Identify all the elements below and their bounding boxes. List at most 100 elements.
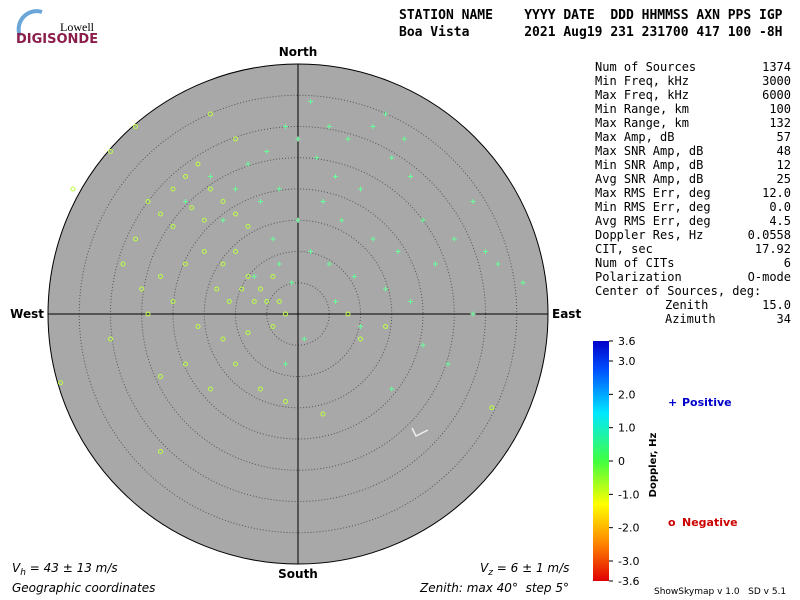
colorbar-tick-label: -1.0 [618, 488, 639, 501]
negative-point [195, 324, 201, 329]
positive-point [495, 261, 501, 267]
positive-point [220, 217, 226, 223]
stat-value: 100 [769, 102, 791, 116]
positive-point [245, 161, 251, 167]
positive-point [333, 299, 338, 304]
stat-value: O-mode [748, 270, 791, 284]
negative-point [201, 249, 207, 254]
negative-point [58, 380, 63, 386]
positive-point [433, 261, 438, 267]
positive-point [339, 217, 345, 223]
colorbar-tick-label: -3.0 [618, 555, 639, 568]
positive-point [276, 186, 282, 192]
negative-point [239, 286, 245, 292]
negative-point [214, 286, 220, 292]
positive-point [251, 274, 257, 279]
colorbar-tick-label: -2.0 [618, 522, 639, 535]
symbol: V [12, 561, 21, 575]
negative-point [158, 211, 163, 217]
north-label: North [279, 45, 317, 59]
vz-label: Vz = 6 ± 1 m/s [480, 561, 569, 578]
negative-point [270, 324, 276, 329]
negative-point [158, 374, 163, 379]
south-label: South [278, 567, 318, 581]
positive-point [289, 280, 295, 286]
negative-point [170, 299, 176, 304]
colorbar [593, 341, 609, 581]
stat-label: Doppler Res, Hz [595, 228, 703, 242]
logo-arc [16, 9, 43, 37]
stat-value: 12 [777, 158, 791, 172]
positive-point [383, 286, 388, 292]
positive-point [258, 199, 263, 204]
positive-point [208, 174, 213, 179]
logo-bottom: DIGISONDE [16, 32, 98, 47]
negative-point [233, 211, 238, 217]
stat-value: 0.0558 [748, 228, 791, 242]
negative-point [220, 199, 226, 204]
positive-point [320, 199, 326, 204]
negative-point [251, 299, 257, 304]
negative-point [145, 311, 151, 317]
negative-point [189, 205, 195, 211]
positive-point [283, 361, 288, 367]
positive-point [358, 186, 363, 192]
positive-point [408, 299, 413, 304]
positive-point [383, 111, 388, 117]
symbol: V [480, 561, 489, 575]
negative-point [233, 249, 238, 254]
negative-point [220, 261, 226, 267]
stat-label: Avg SNR Amp, dB [595, 172, 703, 186]
negative-point [258, 286, 263, 292]
positive-point [370, 124, 376, 129]
vh-label: Vh = 43 ± 13 m/s [12, 561, 118, 578]
stat-value: 15.0 [762, 298, 791, 312]
positive-point [276, 261, 282, 267]
stat-value: 132 [769, 116, 791, 130]
positive-point [333, 174, 338, 179]
stat-label: Max RMS Err, deg [595, 186, 711, 200]
stat-value: 0.0 [769, 200, 791, 214]
positive-point [270, 236, 276, 242]
positive-point [401, 136, 407, 142]
negative-point [183, 174, 188, 179]
stat-value: 6 [784, 256, 791, 270]
stat-value: 6000 [762, 88, 791, 102]
subscript: z [487, 568, 493, 578]
colorbar-tick-label: 3.0 [618, 355, 636, 368]
stat-label: Min SNR Amp, dB [595, 158, 703, 172]
negative-point [283, 311, 288, 317]
positive-point [483, 249, 488, 254]
stat-value: 17.92 [755, 242, 791, 256]
negative-point [245, 330, 251, 336]
stat-label: Max Range, km [595, 116, 689, 130]
positive-point [358, 324, 363, 329]
negative-point [245, 274, 251, 279]
positive-point [233, 186, 238, 192]
negative-point [158, 449, 163, 454]
negative-point [108, 336, 113, 342]
stat-value: 25 [777, 172, 791, 186]
stat-value: 57 [777, 130, 791, 144]
stat-label: Zenith [665, 298, 708, 312]
positive-point [326, 261, 332, 267]
positive-point [314, 155, 320, 161]
colorbar-tick-label: 2.0 [618, 388, 636, 401]
velocity-arrow [411, 427, 429, 438]
stat-label: Min RMS Err, deg [595, 200, 711, 214]
legend-label: Negative [682, 516, 738, 529]
negative-point [170, 224, 176, 229]
negative-point [233, 361, 238, 367]
negative-point [345, 311, 351, 317]
negative-point [270, 274, 276, 279]
stat-label: Avg RMS Err, deg [595, 214, 711, 228]
negative-point [208, 111, 213, 117]
legend-marker: + [668, 396, 677, 409]
negative-point [139, 286, 145, 292]
colorbar-tick-label: 3.6 [618, 335, 636, 348]
positive-point [408, 174, 413, 179]
positive-point [389, 386, 395, 392]
stat-label: Polarization [595, 270, 682, 284]
east-label: East [552, 307, 581, 321]
